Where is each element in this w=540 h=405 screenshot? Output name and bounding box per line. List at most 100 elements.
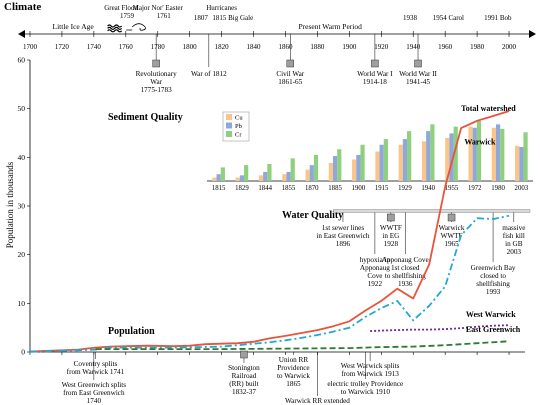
sediment-legend-label: Cu	[235, 115, 243, 122]
sediment-legend-label: Pb	[235, 123, 242, 130]
sediment-category-label: 1815	[212, 185, 226, 192]
sediment-bar-cu	[421, 141, 427, 181]
town-event-label: West Greenwich splits	[62, 381, 127, 389]
sediment-category-label: 1972	[468, 185, 482, 192]
sediment-bar-pb	[519, 147, 524, 181]
sediment-bar-cr	[430, 124, 435, 181]
water-event-label: 1965	[444, 240, 459, 248]
water-event-marker	[387, 213, 395, 222]
climate-event-label: 1807	[194, 14, 209, 22]
sediment-category-label: 1955	[445, 185, 459, 192]
water-event-label: WWTF	[380, 224, 402, 232]
y-tick-label: 60	[18, 56, 26, 65]
sediment-bar-cr	[476, 120, 482, 181]
water-event-label: Apponaug Cove	[382, 256, 429, 264]
sediment-legend-swatch	[226, 114, 232, 120]
y-tick-label: 30	[18, 202, 26, 211]
series-label: Total watershed	[461, 104, 516, 113]
sediment-legend-swatch	[226, 122, 232, 129]
sediment-bar-cu	[375, 151, 380, 181]
water-event-label: closed to	[480, 272, 506, 280]
water-event-label: WWTF	[441, 232, 463, 240]
water-event-label: 1936	[398, 280, 413, 288]
sediment-bar-pb	[263, 171, 268, 181]
timeline-tick-label: 1960	[438, 43, 453, 51]
sediment-bar-pb	[239, 175, 245, 181]
series-label: East Greenwich	[466, 325, 521, 334]
climate-event-label: 1954 Carol	[433, 14, 464, 22]
history-event-label: World War II	[399, 70, 437, 78]
town-event-label: from Warwick 1913	[341, 370, 399, 378]
timeline-tick-label: 1860	[278, 43, 293, 51]
water-event-label: 1st closed	[391, 264, 420, 272]
water-event-label: 1922	[368, 280, 383, 288]
water-event-label: massive	[502, 224, 525, 232]
town-event-label: 1865	[286, 380, 301, 388]
timeline-tick-label: 2000	[502, 43, 517, 51]
water-event-label: Warwick	[439, 224, 465, 232]
timeline-tick-label: 1720	[55, 43, 70, 51]
sediment-category-label: 1929	[398, 185, 412, 192]
town-event-label: West Warwick splits	[341, 362, 400, 370]
sediment-category-label: 1940	[421, 185, 435, 192]
sediment-bar-pb	[379, 144, 384, 181]
sediment-bar-pb	[449, 133, 454, 181]
climate-event-label: 1938	[403, 14, 418, 22]
water-event-label: in GB	[505, 240, 523, 248]
history-event-label: War	[150, 78, 162, 86]
sediment-bar-pb	[286, 171, 291, 181]
water-event-label: Cove	[367, 272, 382, 280]
water-event-label: shellfishing	[476, 280, 510, 288]
population-title: Population	[108, 326, 155, 337]
timeline-tick-label: 1800	[183, 43, 198, 51]
history-event-label: Civil War	[276, 70, 304, 78]
water-event-marker	[447, 213, 456, 222]
timeline-tick-label: 1880	[310, 43, 325, 51]
sediment-category-label: 1915	[375, 185, 389, 192]
sediment-bar-pb	[472, 127, 477, 181]
timeline-tick-label: 1940	[406, 43, 421, 51]
flood-wave-icon	[107, 29, 123, 33]
sediment-bar-pb	[356, 154, 361, 181]
history-event-label: Revolutionary	[136, 70, 178, 78]
sediment-bar-cr	[313, 154, 319, 181]
water-event-label: Apponaug	[360, 264, 390, 272]
timeline-tick-label: 1740	[87, 43, 102, 51]
sediment-category-label: 1870	[305, 185, 319, 192]
history-event-label: 1775-1783	[141, 86, 173, 94]
flood-wave-icon	[107, 26, 123, 30]
y-tick-label: 0	[21, 348, 25, 357]
town-event-label: Warwick RR extended	[285, 397, 350, 405]
timeline-tick-label: 1920	[374, 43, 389, 51]
town-event-label: Stonington	[228, 364, 260, 372]
timeline-tick-label: 1760	[119, 43, 134, 51]
y-axis-label: Population in thousands	[5, 161, 15, 248]
climate-event-year: 1759	[120, 12, 135, 20]
sediment-bar-cu	[515, 145, 520, 181]
town-event-label: 1832-37	[232, 388, 256, 396]
sediment-bar-cr	[337, 149, 342, 181]
water-event-label: 1st sewer lines	[322, 224, 365, 232]
water-quality-bar	[333, 209, 531, 213]
timeline-tick-label: 1900	[342, 43, 357, 51]
climate-event-label: Major Nor' Easter	[133, 4, 184, 12]
history-event-marker	[152, 59, 160, 68]
sediment-bar-cu	[468, 126, 473, 181]
sediment-bar-cr	[220, 167, 225, 181]
sediment-title: Sediment Quality	[108, 112, 183, 123]
climate-timeline: 1700 1720 1740 1760 1780 1800 1820 1840 1860 1880…	[18, 4, 536, 51]
sediment-category-label: 1829	[235, 185, 249, 192]
population-lines: Total watershed Warwick West Warwick East G…	[29, 104, 521, 353]
town-event-label: from Warwick 1741	[67, 368, 125, 376]
climate-event-label: 1815 Big Gale	[212, 14, 253, 22]
sediment-bar-cr	[523, 132, 528, 181]
water-event-label: in East Greenwich	[316, 232, 369, 240]
history-event-label: World War I	[357, 70, 393, 78]
town-event-label: (RR) built	[229, 380, 258, 388]
sediment-legend-swatch	[226, 131, 232, 137]
y-tick-label: 10	[18, 299, 26, 308]
sediment-bar-cr	[360, 144, 365, 181]
